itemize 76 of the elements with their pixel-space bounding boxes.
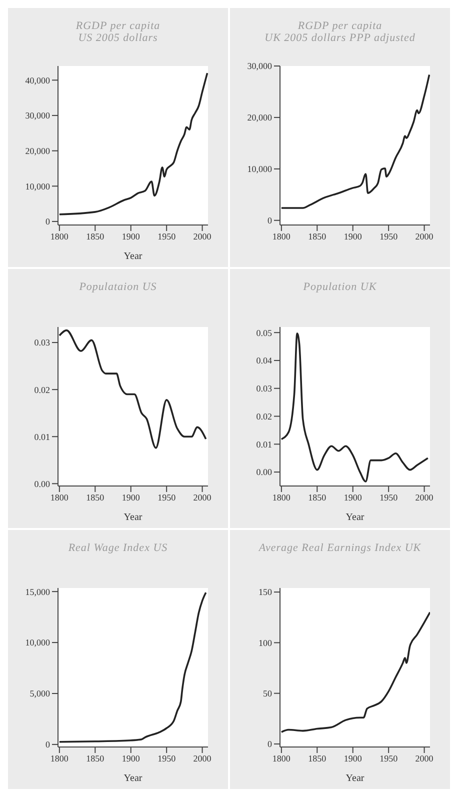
y-tick-label: 0.04	[256, 356, 272, 366]
y-tick-label: 150	[258, 587, 272, 598]
x-tick-label: 1900	[344, 492, 362, 502]
x-tick-label: 1800	[272, 753, 291, 764]
y-tick-label: 50	[263, 688, 272, 699]
chart-title: Average Real Earnings Index UK	[257, 542, 422, 554]
x-tick-label: 1950	[380, 753, 398, 764]
x-tick-label: 1850	[308, 231, 327, 242]
y-tick-label: 5,000	[30, 688, 50, 699]
x-axis-title: Year	[124, 773, 143, 784]
line-series	[280, 74, 430, 209]
line-series	[58, 329, 207, 449]
x-tick-label: 1800	[272, 492, 291, 502]
chart-title: Population UK	[302, 281, 378, 293]
x-tick-label: 1900	[344, 231, 362, 242]
line-series	[58, 592, 207, 743]
x-tick-label: 1850	[86, 753, 105, 764]
y-tick-label: 30,000	[247, 61, 272, 72]
y-tick-label: 100	[258, 638, 272, 648]
line-series	[58, 72, 208, 216]
x-tick-label: 1800	[50, 753, 69, 764]
x-tick-label: 1850	[86, 231, 105, 242]
y-tick-label: 0.00	[34, 478, 50, 489]
x-tick-label: 1950	[380, 231, 398, 242]
y-tick-label: 15,000	[25, 586, 50, 597]
x-tick-label: 1800	[50, 492, 69, 502]
y-tick-label: 0	[268, 216, 272, 226]
x-tick-label: 2000	[415, 753, 434, 764]
y-tick-label: 0.01	[34, 432, 50, 442]
x-tick-label: 1850	[86, 492, 105, 502]
y-tick-label: 0.01	[256, 439, 272, 450]
y-tick-label: 0	[46, 216, 50, 227]
y-tick-label: 0.05	[256, 328, 272, 338]
x-tick-label: 1950	[158, 492, 176, 502]
y-tick-label: 0.02	[34, 384, 50, 395]
y-tick-label: 10,000	[25, 638, 50, 648]
y-tick-label: 0	[46, 740, 50, 750]
y-tick-label: 30,000	[25, 110, 50, 121]
x-tick-label: 2000	[415, 231, 434, 242]
chart-subtitle: US 2005 dollars	[77, 32, 159, 44]
line-series	[280, 611, 430, 733]
x-tick-label: 1900	[344, 753, 362, 764]
x-tick-label: 1900	[122, 492, 140, 502]
chart-title: RGDP per capita	[296, 20, 384, 32]
x-tick-label: 2000	[193, 753, 212, 764]
y-tick-label: 10,000	[25, 181, 50, 192]
x-tick-label: 1950	[158, 231, 176, 242]
y-tick-label: 0	[268, 739, 272, 750]
x-tick-label: 1900	[122, 231, 140, 242]
chart-title: Populataion US	[78, 281, 158, 293]
y-tick-label: 0.02	[256, 411, 272, 422]
x-tick-label: 1900	[122, 753, 140, 764]
x-tick-label: 1950	[158, 753, 176, 764]
y-tick-label: 0.03	[34, 338, 50, 348]
x-tick-label: 1850	[308, 753, 327, 764]
chart-title: Real Wage Index US	[67, 542, 169, 554]
chart-title: RGDP per capita	[74, 20, 162, 32]
y-tick-label: 20,000	[25, 146, 50, 156]
y-tick-label: 20,000	[247, 112, 272, 123]
x-axis-title: Year	[124, 512, 143, 523]
y-tick-label: 0.03	[256, 384, 272, 394]
y-tick-label: 0.00	[256, 467, 272, 478]
x-axis-title: Year	[124, 251, 143, 262]
x-tick-label: 2000	[193, 231, 212, 242]
x-axis-title: Year	[346, 773, 365, 784]
x-tick-label: 2000	[193, 492, 212, 502]
y-tick-label: 10,000	[247, 164, 272, 174]
y-tick-label: 40,000	[25, 75, 50, 86]
x-tick-label: 1800	[50, 231, 69, 242]
x-tick-label: 1800	[272, 231, 291, 242]
line-series	[280, 332, 429, 482]
x-axis-title: Year	[346, 512, 365, 523]
chart-subtitle: UK 2005 dollars PPP adjusted	[264, 32, 416, 44]
x-tick-label: 1950	[380, 492, 398, 502]
x-tick-label: 1850	[308, 492, 327, 502]
x-tick-label: 2000	[415, 492, 434, 502]
